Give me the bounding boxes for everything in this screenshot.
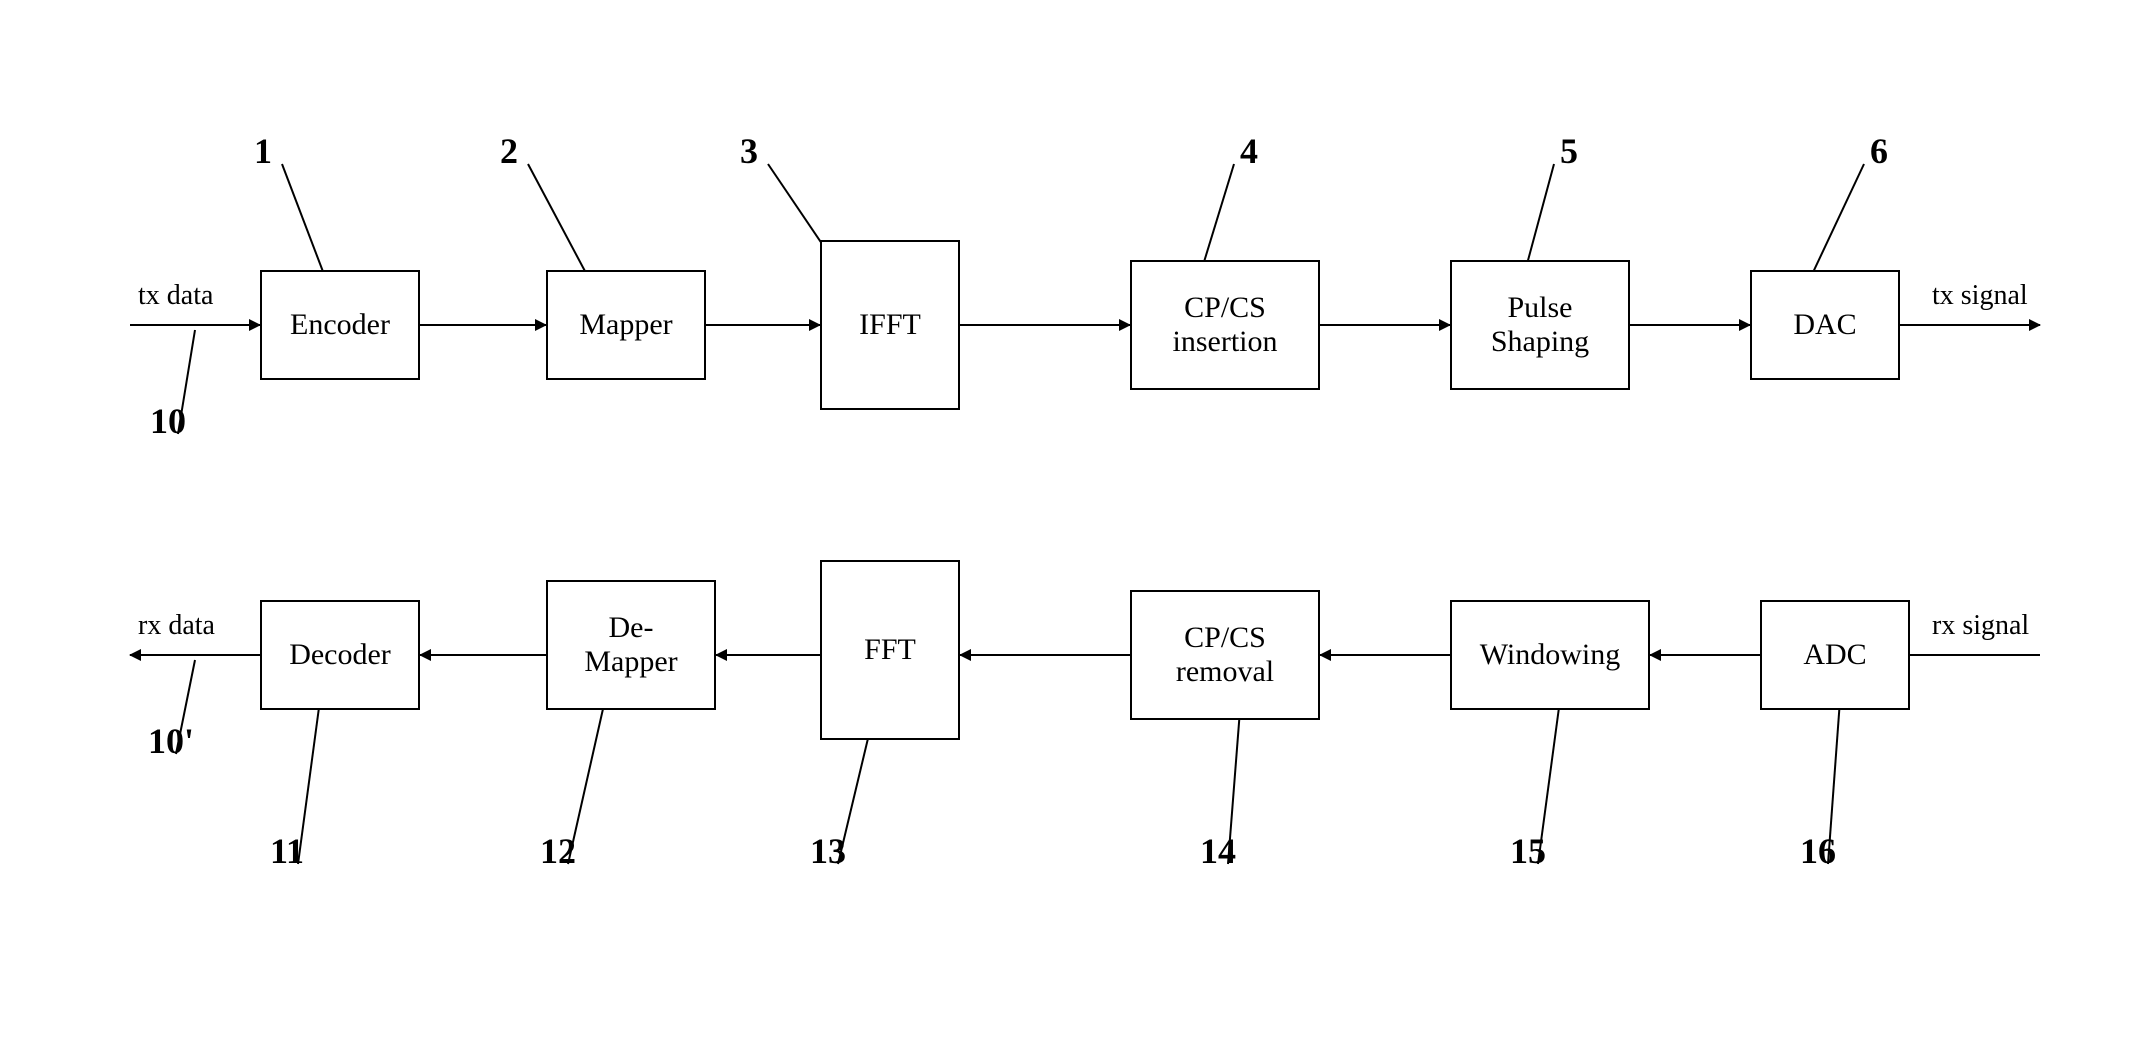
fft-block: FFT bbox=[820, 560, 960, 740]
windowing-label: Windowing bbox=[1480, 638, 1620, 673]
adc-label: ADC bbox=[1803, 638, 1866, 673]
diagram-canvas: Encoder Mapper IFFT CP/CS insertion Pulse Sh… bbox=[0, 0, 2135, 1050]
callout-n3: 3 bbox=[740, 130, 758, 172]
decoder-block: Decoder bbox=[260, 600, 420, 710]
adc-block: ADC bbox=[1760, 600, 1910, 710]
callout-n12: 12 bbox=[540, 830, 576, 872]
io-label-tx_signal: tx signal bbox=[1932, 280, 2028, 312]
decoder-label: Decoder bbox=[289, 638, 391, 673]
callout-n10: 10 bbox=[150, 400, 186, 442]
cpcs_rem-block: CP/CS removal bbox=[1130, 590, 1320, 720]
callout-n6: 6 bbox=[1870, 130, 1888, 172]
demapper-block: De- Mapper bbox=[546, 580, 716, 710]
mapper-block: Mapper bbox=[546, 270, 706, 380]
ifft-block: IFFT bbox=[820, 240, 960, 410]
callout-n2: 2 bbox=[500, 130, 518, 172]
pulse-label: Pulse Shaping bbox=[1491, 291, 1589, 360]
callout-n13: 13 bbox=[810, 830, 846, 872]
pulse-block: Pulse Shaping bbox=[1450, 260, 1630, 390]
callout-n4: 4 bbox=[1240, 130, 1258, 172]
io-label-tx_data: tx data bbox=[138, 280, 213, 312]
encoder-block: Encoder bbox=[260, 270, 420, 380]
callout-n10p: 10' bbox=[148, 720, 194, 762]
dac-label: DAC bbox=[1793, 308, 1856, 343]
ifft-label: IFFT bbox=[859, 308, 921, 343]
cpcs_ins-block: CP/CS insertion bbox=[1130, 260, 1320, 390]
encoder-label: Encoder bbox=[290, 308, 390, 343]
demapper-label: De- Mapper bbox=[584, 611, 677, 680]
cpcs_rem-label: CP/CS removal bbox=[1176, 621, 1274, 690]
callout-n16: 16 bbox=[1800, 830, 1836, 872]
dac-block: DAC bbox=[1750, 270, 1900, 380]
fft-label: FFT bbox=[864, 633, 916, 668]
mapper-label: Mapper bbox=[579, 308, 672, 343]
windowing-block: Windowing bbox=[1450, 600, 1650, 710]
cpcs_ins-label: CP/CS insertion bbox=[1173, 291, 1278, 360]
callout-n11: 11 bbox=[270, 830, 304, 872]
callout-n5: 5 bbox=[1560, 130, 1578, 172]
io-label-rx_data: rx data bbox=[138, 610, 215, 642]
callout-n14: 14 bbox=[1200, 830, 1236, 872]
io-label-rx_signal: rx signal bbox=[1932, 610, 2029, 642]
callout-n15: 15 bbox=[1510, 830, 1546, 872]
overlay-svg bbox=[0, 0, 2135, 1050]
callout-n1: 1 bbox=[254, 130, 272, 172]
